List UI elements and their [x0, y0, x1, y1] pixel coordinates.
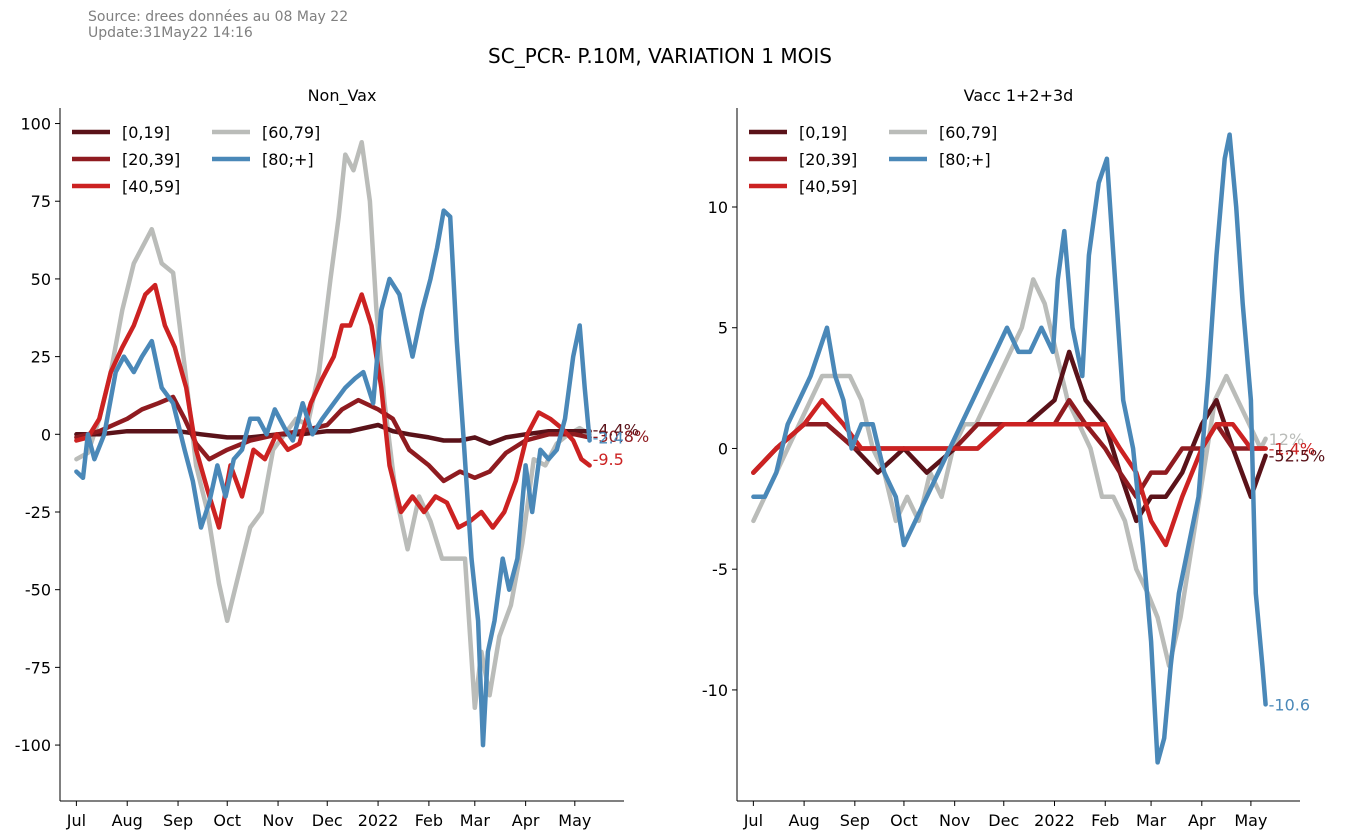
- x-tick-label: Mar: [460, 811, 491, 830]
- x-tick-label: Sep: [163, 811, 193, 830]
- x-tick-label: May: [558, 811, 591, 830]
- subplot-title: Non_Vax: [308, 86, 377, 106]
- y-tick-label: 0: [41, 425, 51, 444]
- legend-label: [20,39]: [799, 150, 857, 169]
- series-line-4059: [751, 397, 1268, 548]
- x-tick-label: Jul: [66, 811, 86, 830]
- y-tick-label: 75: [31, 192, 51, 211]
- series-line-80: [74, 208, 592, 748]
- series-line-2039: [74, 394, 592, 484]
- y-tick-label: -75: [25, 658, 51, 677]
- x-tick-label: Apr: [512, 811, 540, 830]
- y-tick-label: -10: [702, 681, 728, 700]
- source-line-1: Source: drees données au 08 May 22: [88, 9, 349, 25]
- x-tick-label: Sep: [840, 811, 870, 830]
- source-note: Source: drees données au 08 May 22 Updat…: [88, 9, 348, 41]
- y-tick-label: 100: [20, 115, 51, 134]
- x-tick-label: Apr: [1188, 811, 1216, 830]
- x-tick-label: Feb: [1091, 811, 1119, 830]
- x-tick-label: May: [1234, 811, 1267, 830]
- end-label: -9.5: [593, 450, 624, 469]
- end-label: -1.4%: [1269, 439, 1315, 458]
- x-tick-label: Jul: [743, 811, 763, 830]
- legend-label: [20,39]: [122, 150, 180, 169]
- series-line-6079: [74, 139, 592, 711]
- series-line-4059: [74, 282, 592, 530]
- legend-label: [40,59]: [799, 177, 857, 196]
- legend-label: [0,19]: [122, 123, 170, 142]
- y-tick-label: -50: [25, 581, 51, 600]
- y-tick-label: 5: [718, 319, 728, 338]
- chart-vacc: Vacc 1+2+3d 10 5 0 -5 -10 Jul Aug Sep Oct Nov Dec 20…: [702, 86, 1325, 830]
- x-tick-label: Dec: [988, 811, 1019, 830]
- series-line-6079: [751, 277, 1268, 669]
- end-label: -4.4%: [593, 421, 639, 440]
- y-tick-label: 10: [708, 198, 728, 217]
- end-label: -10.6: [1269, 695, 1310, 714]
- x-tick-label: Oct: [890, 811, 918, 830]
- end-label: -2.4: [593, 428, 624, 447]
- y-tick-label: -5: [712, 560, 728, 579]
- end-label: 12%: [1269, 430, 1305, 449]
- y-tick-label: 50: [31, 270, 51, 289]
- series-line-019: [74, 422, 592, 446]
- y-tick-label: -25: [25, 503, 51, 522]
- legend-label: [60,79]: [939, 123, 997, 142]
- series-line-019: [751, 349, 1268, 524]
- x-tick-label: Nov: [262, 811, 293, 830]
- chart-non-vax: Non_Vax 100 75 50 25 0 -25 -50 -75 -100 Jul Aug Sep O…: [15, 86, 649, 830]
- figure-title: SC_PCR- P.10M, VARIATION 1 MOIS: [488, 44, 832, 68]
- y-tick-label: 0: [718, 439, 728, 458]
- legend-label: [80;+]: [262, 150, 314, 169]
- x-tick-label: Aug: [112, 811, 143, 830]
- end-label: -30.8%: [593, 427, 650, 446]
- x-tick-label: 2022: [358, 811, 399, 830]
- y-tick-label: 25: [31, 348, 51, 367]
- source-line-2: Update:31May22 14:16: [88, 25, 253, 41]
- x-tick-label: Oct: [213, 811, 241, 830]
- x-tick-label: Aug: [788, 811, 819, 830]
- legend-label: [60,79]: [262, 123, 320, 142]
- legend-label: [40,59]: [122, 177, 180, 196]
- legend-label: [80;+]: [939, 150, 991, 169]
- y-tick-label: -100: [15, 736, 51, 755]
- subplot-title: Vacc 1+2+3d: [964, 86, 1074, 105]
- x-tick-label: 2022: [1034, 811, 1075, 830]
- legend-label: [0,19]: [799, 123, 847, 142]
- series-line-80: [751, 132, 1268, 765]
- x-tick-label: Mar: [1136, 811, 1167, 830]
- x-tick-label: Nov: [939, 811, 970, 830]
- x-tick-label: Feb: [415, 811, 443, 830]
- x-tick-label: Dec: [312, 811, 343, 830]
- end-label: -52.5%: [1269, 447, 1326, 466]
